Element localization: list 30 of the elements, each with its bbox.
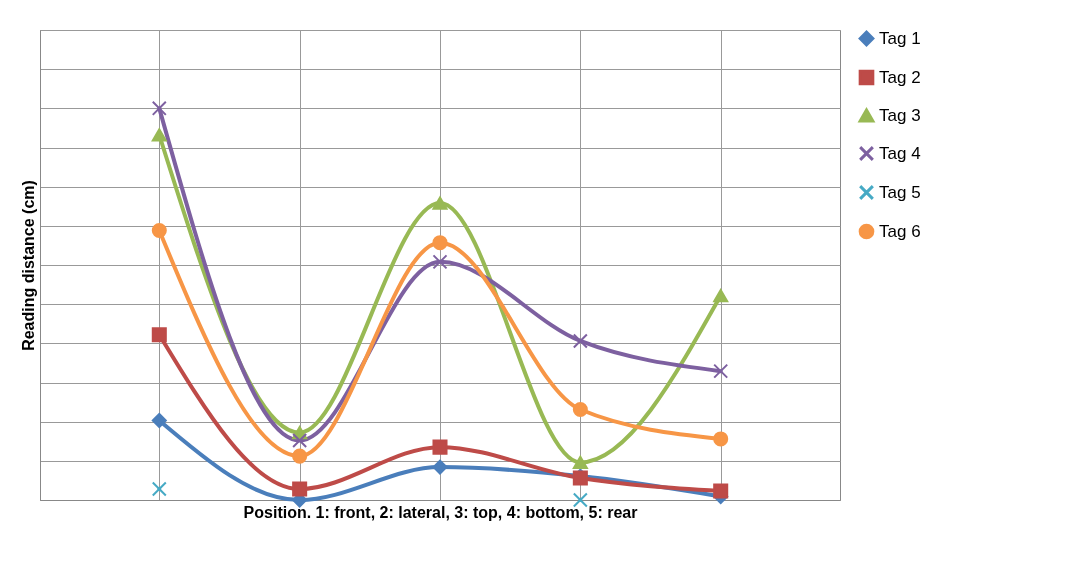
point (151, 223, 167, 239)
point (713, 431, 729, 447)
x-axis-title: Position. 1: front, 2: lateral, 3: top, 4: bottom, 5: rear (243, 503, 638, 521)
point (432, 459, 448, 475)
legend-label: Tag 6 (879, 221, 921, 241)
point (151, 481, 167, 497)
point (572, 455, 588, 470)
point (151, 327, 167, 343)
y-axis-title: Reading distance (cm) (19, 180, 37, 351)
point (572, 333, 588, 349)
legend-label: Tag 1 (879, 28, 921, 48)
point (713, 288, 729, 303)
point (151, 100, 167, 116)
point (151, 128, 167, 142)
point (292, 448, 308, 464)
point (432, 254, 448, 270)
point (713, 483, 729, 499)
point (713, 363, 729, 379)
legend-label: Tag 5 (879, 182, 921, 202)
point (292, 432, 308, 448)
legend-label: Tag 3 (879, 105, 921, 125)
point (151, 412, 167, 429)
point (292, 481, 308, 497)
legend-label: Tag 2 (879, 67, 921, 87)
point (432, 439, 448, 455)
point (572, 492, 588, 508)
point (432, 235, 448, 251)
legend-label: Tag 4 (879, 143, 921, 163)
point (572, 402, 588, 418)
point (432, 196, 448, 210)
